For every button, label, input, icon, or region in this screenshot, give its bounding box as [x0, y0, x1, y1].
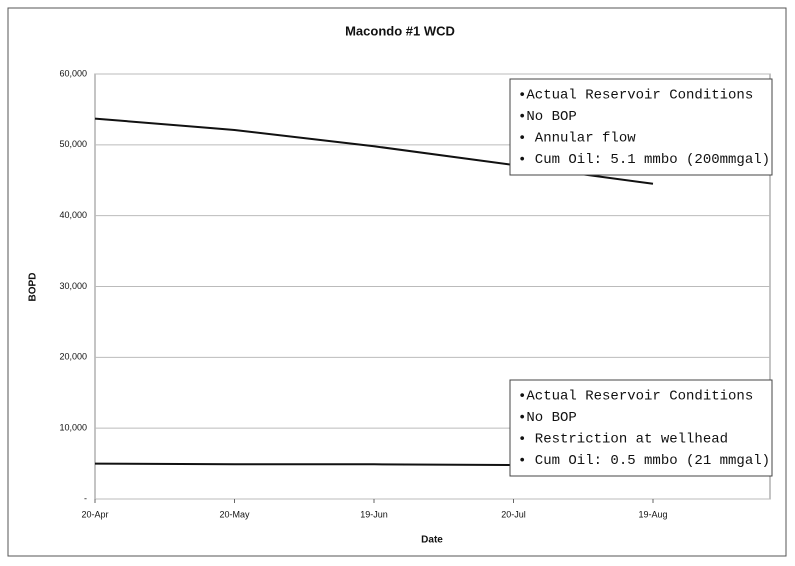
annotation-text: • Cum Oil: 5.1 mmbo (200mmgal)	[518, 152, 770, 168]
y-tick-label: 20,000	[59, 352, 87, 362]
y-axis-title: BOPD	[28, 273, 39, 302]
y-tick-label: 50,000	[59, 139, 87, 149]
annotation-text: •No BOP	[518, 410, 577, 426]
annotation-text: •Actual Reservoir Conditions	[518, 389, 753, 405]
annotation-text: • Annular flow	[518, 131, 636, 147]
annotation-text: •No BOP	[518, 109, 577, 125]
x-tick-label: 20-May	[219, 509, 250, 519]
annotation-box	[509, 379, 773, 477]
x-tick-label: 20-Apr	[81, 509, 108, 519]
annotation-text: • Restriction at wellhead	[518, 432, 728, 448]
x-tick-label: 20-Jul	[501, 509, 526, 519]
annotation-text: •Actual Reservoir Conditions	[518, 88, 753, 104]
annotation-text: • Cum Oil: 0.5 mmbo (21 mmgal)	[518, 453, 770, 469]
x-tick-label: 19-Aug	[638, 509, 667, 519]
y-tick-label: -	[84, 493, 87, 503]
y-tick-label: 10,000	[59, 423, 87, 433]
y-tick-label: 30,000	[59, 281, 87, 291]
annotation-box	[509, 78, 773, 176]
y-tick-label: 60,000	[59, 68, 87, 78]
y-tick-label: 40,000	[59, 210, 87, 220]
chart-title: Macondo #1 WCD	[345, 23, 455, 38]
x-axis-title: Date	[421, 535, 443, 546]
x-tick-label: 19-Jun	[360, 509, 388, 519]
